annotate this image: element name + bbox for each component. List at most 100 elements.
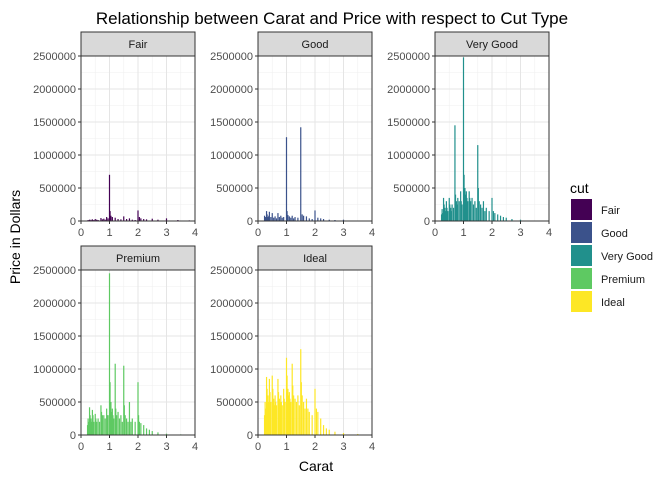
bar bbox=[272, 388, 274, 435]
bar bbox=[315, 408, 318, 435]
bar bbox=[449, 204, 451, 221]
bar bbox=[471, 197, 473, 221]
facet-strip-label: Good bbox=[302, 39, 329, 51]
bar bbox=[88, 219, 91, 221]
bar bbox=[109, 211, 111, 221]
facet-strip-label: Very Good bbox=[466, 39, 518, 51]
bar bbox=[464, 188, 466, 221]
y-tick-label: 0 bbox=[247, 216, 253, 228]
y-tick-label: 500000 bbox=[39, 397, 76, 409]
bar bbox=[293, 395, 295, 435]
bar bbox=[305, 398, 308, 435]
bar bbox=[275, 405, 278, 435]
facet-strip bbox=[80, 31, 196, 57]
bar bbox=[127, 421, 129, 435]
bar bbox=[145, 428, 148, 435]
y-tick-label: 0 bbox=[70, 430, 76, 442]
bar bbox=[305, 216, 308, 221]
bar bbox=[137, 210, 139, 221]
bar bbox=[117, 219, 119, 221]
bar bbox=[110, 402, 112, 435]
facet-strip bbox=[257, 31, 373, 57]
bar bbox=[443, 204, 445, 221]
bar bbox=[273, 398, 275, 435]
bar bbox=[128, 218, 131, 221]
bar bbox=[342, 433, 345, 435]
bar bbox=[124, 415, 126, 435]
bar bbox=[281, 405, 283, 435]
bar-series bbox=[263, 349, 359, 435]
y-tick-label: 2000000 bbox=[33, 84, 76, 96]
bar bbox=[293, 218, 295, 221]
x-tick-label: 0 bbox=[78, 227, 84, 239]
bar bbox=[325, 428, 327, 435]
bar bbox=[143, 219, 145, 221]
x-tick-label: 4 bbox=[192, 441, 198, 453]
bar bbox=[123, 216, 125, 221]
bar bbox=[91, 219, 93, 221]
bar bbox=[288, 216, 290, 221]
x-tick-label: 4 bbox=[546, 227, 552, 239]
x-tick-label: 0 bbox=[78, 441, 84, 453]
bar bbox=[266, 214, 268, 221]
bar bbox=[451, 204, 453, 221]
bar bbox=[283, 398, 285, 435]
bar-series bbox=[263, 127, 345, 221]
bar bbox=[126, 418, 128, 435]
x-tick-label: 2 bbox=[312, 441, 318, 453]
facet-panel-premium: Premium 0 500000 1000000 1500000 2000000 25000… bbox=[33, 245, 198, 453]
bar bbox=[108, 174, 111, 221]
bar bbox=[100, 218, 102, 221]
bar bbox=[478, 201, 480, 221]
bar bbox=[301, 214, 303, 221]
y-tick-label: 2000000 bbox=[387, 84, 430, 96]
bar bbox=[484, 211, 486, 221]
legend-key bbox=[571, 222, 592, 243]
bar bbox=[314, 210, 316, 221]
bar bbox=[287, 388, 289, 435]
x-tick-label: 3 bbox=[340, 227, 346, 239]
facet-strip bbox=[80, 245, 196, 271]
bar bbox=[320, 418, 322, 435]
bar bbox=[264, 402, 266, 435]
bar bbox=[263, 215, 266, 221]
y-tick-label: 2000000 bbox=[33, 298, 76, 310]
x-tick-label: 0 bbox=[255, 441, 261, 453]
bar bbox=[151, 218, 153, 221]
facet-panel-ideal: Ideal 0 500000 1000000 1500000 2000000 2500000… bbox=[210, 245, 375, 453]
bar bbox=[277, 392, 280, 435]
bar bbox=[89, 415, 91, 435]
y-tick-label: 0 bbox=[424, 216, 430, 228]
bar bbox=[505, 217, 507, 221]
bar bbox=[502, 217, 504, 221]
facet-panel-fair: Fair 0 500000 1000000 1500000 2000000 2500000 0… bbox=[33, 31, 198, 239]
x-tick-label: 1 bbox=[460, 227, 466, 239]
bar bbox=[481, 207, 483, 221]
y-axis-label: Price in Dollars bbox=[7, 190, 23, 284]
bar bbox=[270, 402, 272, 435]
bar bbox=[289, 398, 291, 435]
x-tick-label: 2 bbox=[135, 441, 141, 453]
bar bbox=[96, 219, 98, 221]
bar bbox=[457, 197, 459, 221]
bar bbox=[304, 408, 306, 435]
bar bbox=[113, 418, 115, 435]
bar bbox=[134, 421, 136, 435]
bar bbox=[311, 415, 313, 435]
bar bbox=[123, 365, 125, 435]
bar bbox=[461, 204, 463, 221]
y-tick-label: 1500000 bbox=[33, 331, 76, 343]
bar bbox=[278, 398, 280, 435]
y-tick-label: 1000000 bbox=[210, 364, 253, 376]
bar bbox=[137, 415, 140, 435]
bar bbox=[463, 174, 465, 221]
bar bbox=[101, 415, 103, 435]
bar bbox=[286, 375, 288, 435]
bar bbox=[123, 405, 125, 435]
bar bbox=[475, 207, 477, 221]
bar bbox=[286, 211, 288, 221]
bar bbox=[90, 219, 92, 221]
bar bbox=[297, 395, 299, 435]
bar bbox=[94, 219, 96, 221]
bar bbox=[308, 411, 310, 435]
